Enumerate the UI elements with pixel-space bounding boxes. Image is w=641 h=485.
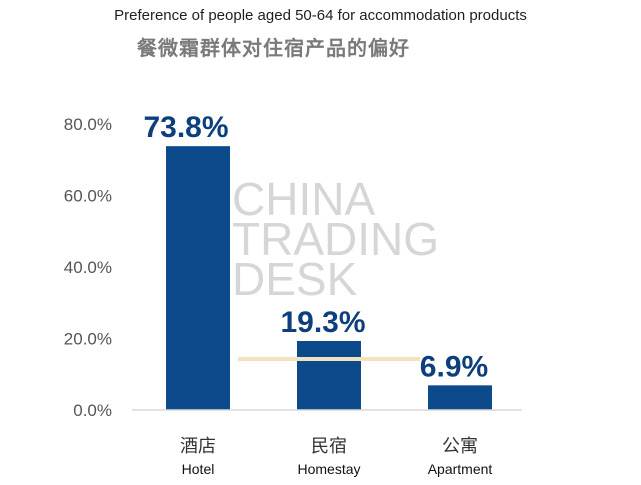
x-axis: 酒店 Hotel 民宿 Homestay 公寓 Apartment	[180, 436, 492, 477]
data-labels: 73.8% 19.3% 6.9%	[143, 111, 488, 383]
chart-title: Preference of people aged 50-64 for acco…	[114, 7, 527, 24]
bar-1	[166, 146, 230, 411]
y-tick-label: 60.0%	[64, 187, 112, 206]
watermark-line-3: DESK	[232, 253, 358, 305]
data-label-2: 19.3%	[280, 306, 365, 339]
y-tick-label: 0.0%	[73, 401, 112, 420]
x-tick-label-zh: 民宿	[311, 436, 347, 456]
data-label-3: 6.9%	[420, 350, 488, 383]
x-tick-label-en: Apartment	[428, 461, 493, 477]
bar-2	[297, 341, 361, 410]
y-axis: 0.0% 20.0% 40.0% 60.0% 80.0%	[64, 115, 112, 420]
x-tick-label-en: Homestay	[297, 461, 360, 477]
y-tick-label: 40.0%	[64, 258, 112, 277]
bars	[166, 146, 492, 411]
x-tick-label-zh: 公寓	[442, 436, 478, 456]
watermark-line-2: TRADING	[232, 213, 439, 265]
y-tick-label: 20.0%	[64, 330, 112, 349]
data-label-1: 73.8%	[143, 111, 228, 144]
y-tick-label: 80.0%	[64, 115, 112, 134]
chart-subtitle: 餐微霜群体对住宿产品的偏好	[137, 38, 410, 60]
bar-3	[428, 385, 492, 410]
x-tick-label-zh: 酒店	[180, 436, 216, 456]
watermark-line-1: CHINA	[232, 173, 375, 225]
x-tick-label-en: Hotel	[182, 461, 215, 477]
